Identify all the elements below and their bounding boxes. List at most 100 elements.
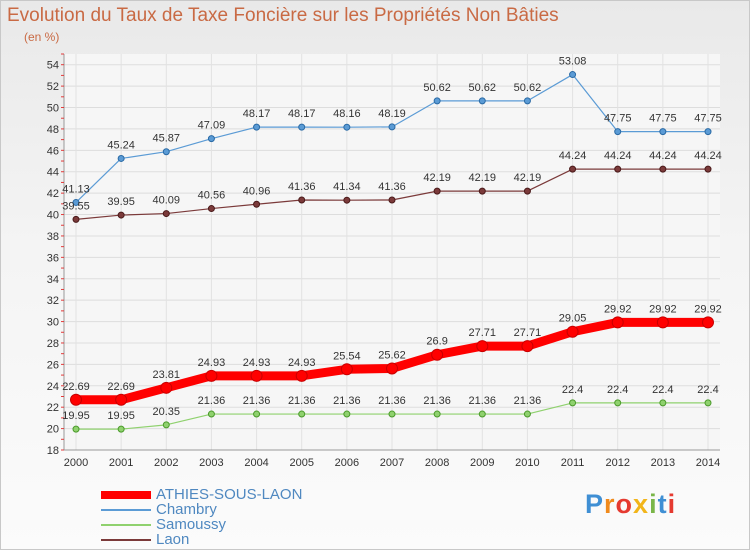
data-label-chambry: 50.62 [469, 82, 497, 94]
data-point-athies [431, 348, 444, 361]
x-tick-label: 2006 [335, 457, 359, 469]
x-tick-label: 2010 [515, 457, 539, 469]
data-label-chambry: 50.62 [514, 82, 542, 94]
x-tick-label: 2009 [470, 457, 494, 469]
y-tick-label: 20 [47, 424, 59, 436]
data-point-laon [162, 210, 170, 218]
data-point-samoussy [72, 425, 80, 433]
data-point-laon [569, 165, 577, 173]
data-label-laon: 39.95 [107, 196, 135, 208]
data-point-athies [295, 369, 308, 382]
data-point-athies [521, 340, 534, 353]
data-label-chambry: 47.75 [694, 113, 722, 125]
data-label-samoussy: 20.35 [153, 406, 181, 418]
data-label-samoussy: 21.36 [288, 395, 316, 407]
data-label-chambry: 47.75 [649, 113, 677, 125]
data-label-chambry: 47.09 [198, 120, 226, 132]
data-point-laon [523, 187, 531, 195]
data-label-athies: 25.54 [333, 350, 361, 362]
logo-letter: P [585, 489, 605, 519]
y-tick-label: 28 [47, 338, 59, 350]
data-point-laon [117, 211, 125, 219]
data-point-athies [656, 316, 669, 329]
data-point-chambry [72, 198, 80, 206]
y-tick-label: 36 [47, 252, 59, 264]
data-label-samoussy: 21.36 [469, 395, 497, 407]
data-label-laon: 41.36 [378, 181, 406, 193]
data-label-athies: 29.05 [559, 313, 587, 325]
y-tick-label: 40 [47, 210, 59, 222]
x-tick-label: 2005 [289, 457, 313, 469]
data-point-chambry [433, 97, 441, 105]
data-label-laon: 40.96 [243, 185, 271, 197]
data-label-samoussy: 21.36 [198, 395, 226, 407]
data-point-laon [478, 187, 486, 195]
data-point-laon [72, 215, 80, 223]
data-point-laon [388, 196, 396, 204]
data-label-chambry: 48.17 [288, 108, 316, 120]
x-tick-label: 2007 [380, 457, 404, 469]
data-label-samoussy: 21.36 [423, 395, 451, 407]
data-point-athies [611, 316, 624, 329]
data-point-chambry [162, 148, 170, 156]
data-label-laon: 40.56 [198, 190, 226, 202]
data-label-laon: 44.24 [559, 150, 587, 162]
x-tick-label: 2008 [425, 457, 449, 469]
data-label-laon: 40.09 [153, 195, 181, 207]
data-point-samoussy [162, 421, 170, 429]
y-tick-label: 18 [47, 445, 59, 457]
data-point-laon [253, 200, 261, 208]
data-point-chambry [298, 123, 306, 131]
x-tick-label: 2012 [605, 457, 629, 469]
data-point-chambry [659, 128, 667, 136]
data-point-samoussy [343, 410, 351, 418]
legend-swatch-athies [101, 491, 151, 499]
data-label-athies: 25.62 [378, 349, 406, 361]
data-label-chambry: 48.17 [243, 108, 271, 120]
data-point-chambry [388, 123, 396, 131]
data-label-laon: 39.55 [62, 200, 90, 212]
y-tick-label: 46 [47, 145, 59, 157]
legend-label-athies: ATHIES-SOUS-LAON [156, 486, 303, 503]
data-point-athies [70, 393, 82, 406]
data-point-laon [343, 196, 351, 204]
data-label-athies: 24.93 [243, 357, 271, 369]
x-tick-label: 2000 [64, 457, 88, 469]
logo-letter: x [633, 489, 650, 519]
data-label-samoussy: 21.36 [378, 395, 406, 407]
data-point-athies [566, 325, 579, 338]
data-label-chambry: 45.87 [153, 133, 181, 145]
y-tick-label: 26 [47, 359, 59, 371]
data-label-chambry: 48.16 [333, 108, 361, 120]
y-tick-label: 38 [47, 231, 59, 243]
y-tick-label: 24 [47, 381, 59, 393]
data-point-samoussy [659, 399, 667, 407]
data-point-samoussy [207, 410, 215, 418]
data-point-samoussy [253, 410, 261, 418]
data-label-athies: 24.93 [198, 357, 226, 369]
data-point-athies [160, 381, 173, 394]
data-point-samoussy [569, 399, 577, 407]
data-point-chambry [523, 97, 531, 105]
legend-swatch-chambry [101, 509, 151, 511]
data-label-samoussy: 21.36 [333, 395, 361, 407]
y-tick-label: 52 [47, 81, 59, 93]
data-point-samoussy [614, 399, 622, 407]
y-tick-label: 54 [47, 60, 59, 72]
data-point-chambry [117, 154, 125, 162]
data-point-laon [298, 196, 306, 204]
data-label-samoussy: 19.95 [62, 410, 90, 422]
legend-label-laon: Laon [156, 531, 190, 548]
data-label-samoussy: 22.4 [607, 384, 628, 396]
y-tick-label: 32 [47, 295, 59, 307]
data-label-athies: 26.9 [426, 336, 447, 348]
x-tick-label: 2014 [696, 457, 720, 469]
data-point-chambry [704, 128, 712, 136]
data-label-chambry: 41.13 [62, 183, 90, 195]
data-label-athies: 29.92 [604, 303, 632, 315]
data-point-athies [205, 369, 218, 382]
data-point-laon [659, 165, 667, 173]
logo-letter: o [615, 489, 634, 519]
